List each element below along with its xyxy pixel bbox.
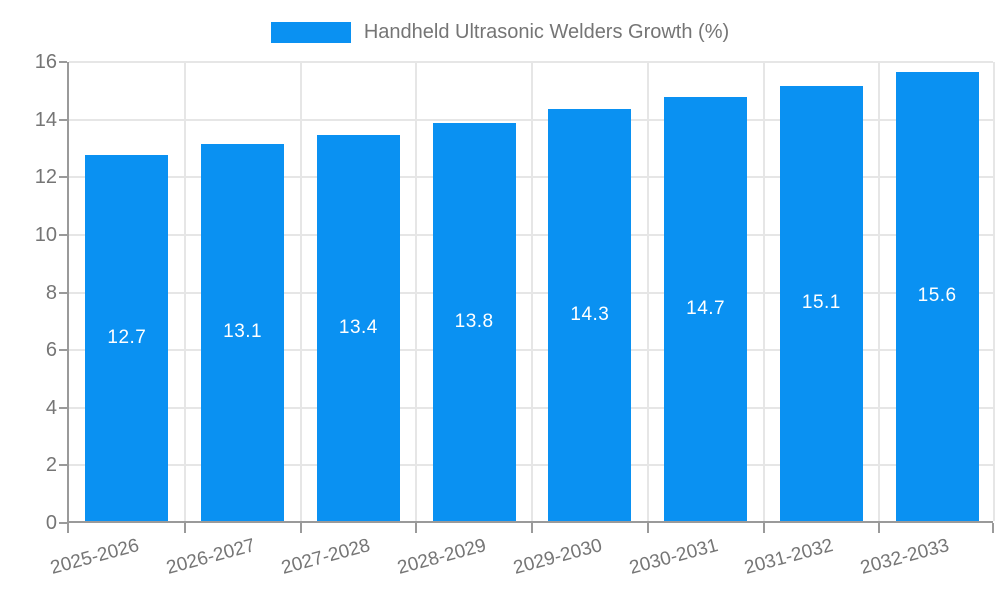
y-axis-label: 12 [34,166,57,189]
bar-value-label: 13.1 [223,321,263,343]
y-axis-label: 14 [34,108,57,131]
bar[interactable]: 14.7 [664,97,748,521]
gridline-vertical [531,62,533,521]
y-axis-label: 2 [45,454,57,477]
x-axis-tick [992,523,994,533]
bar[interactable]: 13.8 [432,123,516,521]
legend-swatch [270,21,351,43]
y-axis-tick [59,349,67,352]
legend-item[interactable]: Handheld Ultrasonic Welders Growth (%) [0,20,1000,44]
bar-value-label: 15.1 [801,292,841,314]
y-axis-tick [59,291,67,294]
y-axis-tick [59,522,67,524]
bar-value-label: 14.3 [570,303,610,325]
bar-value-label: 14.7 [686,298,726,320]
y-axis-tick [59,233,67,236]
bar[interactable]: 13.1 [201,143,285,521]
x-axis-tick [646,523,649,533]
gridline-vertical [993,62,995,521]
y-axis-tick [59,464,67,467]
bar-value-label: 13.4 [338,316,378,338]
bar[interactable]: 12.7 [85,155,169,521]
x-axis-tick [762,523,765,533]
gridline-vertical [183,62,186,521]
bar[interactable]: 13.4 [316,134,400,521]
x-axis-tick [183,523,186,533]
y-axis-label: 4 [45,396,57,419]
bar[interactable]: 15.6 [895,71,979,521]
bar-value-label: 15.6 [917,285,957,307]
gridline-vertical [878,62,881,521]
bar-chart: Handheld Ultrasonic Welders Growth (%) 0… [0,20,1000,579]
legend-label: Handheld Ultrasonic Welders Growth (%) [363,21,730,43]
y-axis-label: 0 [45,512,57,534]
gridline-vertical [762,62,765,521]
gridline-vertical [299,62,302,521]
bar-value-label: 13.8 [454,311,494,333]
x-axis-tick [299,523,302,533]
gridline-vertical [415,62,418,521]
y-axis-tick [59,406,67,409]
gridline-vertical [646,62,649,521]
y-axis-label: 16 [34,51,57,73]
y-axis-tick [59,61,67,63]
y-axis-label: 6 [45,339,57,362]
x-axis-tick [415,523,418,533]
y-axis-tick [59,118,67,121]
x-axis-tick [531,523,533,533]
x-axis-tick [878,523,881,533]
bar[interactable]: 14.3 [548,108,632,521]
y-axis-tick [59,176,67,179]
y-axis-label: 10 [34,223,57,246]
x-axis-tick [67,523,69,533]
y-axis-label: 8 [45,281,57,304]
bar-value-label: 12.7 [107,327,147,349]
bar[interactable]: 15.1 [779,85,863,521]
plot-area: 0 2 4 6 8 10 12 14 16 12.7 13.1 13.4 13.8 14.3 14.7 15.… [35,51,995,579]
